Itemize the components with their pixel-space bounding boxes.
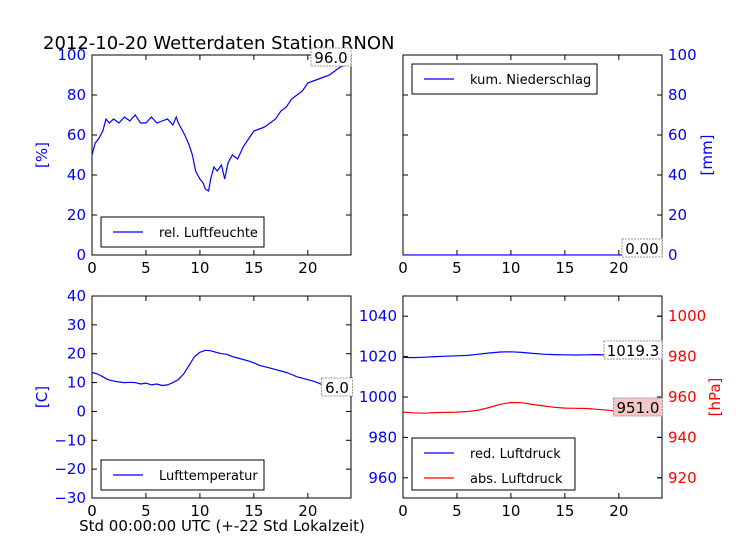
y-tick-label: 30: [67, 316, 86, 334]
x-tick-label: 15: [555, 502, 574, 520]
temperature-panel: 0 5 10 15 20 −30 −20 −10 0 10 20 30 40 [C] Lufttempera…: [33, 287, 353, 520]
y-tick-label: 20: [67, 345, 86, 363]
legend-label: red. Luftdruck: [470, 447, 561, 462]
value-annotation: 6.0: [325, 379, 349, 397]
y-tick-label: 100: [57, 46, 86, 64]
x-tick-label: 10: [190, 502, 209, 520]
x-tick-label: 15: [244, 502, 263, 520]
x-tick-label: 5: [141, 259, 151, 277]
value-annotation: 951.0: [617, 399, 660, 417]
x-tick-label: 15: [244, 259, 263, 277]
y-right-tick-label: 1000: [668, 307, 706, 325]
y-tick-label: 40: [67, 287, 86, 305]
y-tick-label: 100: [668, 46, 697, 64]
value-annotation-box: [310, 47, 352, 67]
y-right-tick-label: 960: [668, 388, 697, 406]
x-tick-label: 5: [452, 502, 462, 520]
x-tick-label: 20: [298, 259, 317, 277]
y-tick-label: 40: [67, 166, 86, 184]
y-tick-label: 40: [668, 166, 687, 184]
x-tick-label: 0: [398, 502, 408, 520]
x-tick-label: 10: [501, 259, 520, 277]
y-axis-label: [mm]: [698, 135, 716, 176]
y-tick-label: −10: [54, 431, 86, 449]
plot-frame: [91, 295, 352, 499]
x-axis-label: Std 00:00:00 UTC (+-22 Std Lokalzeit): [79, 517, 365, 535]
value-annotation-box: [621, 238, 663, 258]
value-annotation-box: [603, 340, 663, 360]
y-right-tick-label: 980: [668, 348, 697, 366]
legend-label: abs. Luftdruck: [470, 472, 563, 487]
value-annotation: 0.00: [625, 240, 658, 258]
pressure-panel: 0 5 10 15 20 960 980 1000 1020 1040 920 940 960 980 10…: [359, 295, 724, 520]
series-line-rel-luftfeuchte: [92, 62, 351, 192]
humidity-panel: 0 5 10 15 20 0 20 40 60 80 100 [%] rel. Luftfeuchte 9…: [33, 46, 352, 277]
y-tick-label: 80: [668, 86, 687, 104]
y-tick-label: 1040: [359, 307, 397, 325]
x-tick-label: 20: [609, 502, 628, 520]
y-tick-label: 0: [668, 246, 678, 264]
precipitation-panel: 0 5 10 15 20 0 20 40 60 80 100 [mm] kum. Niederschla…: [398, 46, 716, 277]
x-tick-label: 20: [609, 259, 628, 277]
y-axis-label: [C]: [33, 386, 51, 408]
y-axis-label: [hPa]: [706, 378, 724, 417]
y-right-tick-label: 940: [668, 428, 697, 446]
y-tick-label: 10: [67, 374, 86, 392]
series-line-lufttemperatur: [92, 349, 351, 395]
y-tick-label: 60: [67, 126, 86, 144]
value-annotation-box: [613, 397, 663, 417]
legend-label: rel. Luftfeuchte: [159, 226, 258, 241]
x-tick-label: 5: [452, 259, 462, 277]
y-tick-label: 20: [67, 206, 86, 224]
value-annotation: 96.0: [314, 49, 347, 67]
value-annotation-box: [321, 377, 353, 397]
legend-label: Lufttemperatur: [159, 469, 258, 484]
legend-label: kum. Niederschlag: [470, 73, 591, 88]
y-axis-label: [%]: [33, 142, 51, 168]
y-tick-label: 0: [76, 246, 86, 264]
x-tick-label: 10: [190, 259, 209, 277]
legend-box: [411, 437, 576, 491]
x-tick-label: 10: [501, 502, 520, 520]
y-tick-label: −30: [54, 489, 86, 507]
figure-title: 2012-10-20 Wetterdaten Station RNON: [43, 33, 394, 54]
value-annotation: 1019.3: [607, 342, 660, 360]
y-tick-label: 0: [76, 402, 86, 420]
y-tick-label: 1000: [359, 388, 397, 406]
y-tick-label: 960: [368, 469, 397, 487]
x-tick-label: 15: [555, 259, 574, 277]
y-tick-label: 1020: [359, 348, 397, 366]
x-tick-label: 0: [87, 259, 97, 277]
x-tick-label: 20: [298, 502, 317, 520]
y-tick-label: −20: [54, 460, 86, 478]
y-tick-label: 980: [368, 428, 397, 446]
y-tick-label: 20: [668, 206, 687, 224]
x-tick-label: 0: [87, 502, 97, 520]
y-right-tick-label: 920: [668, 469, 697, 487]
y-tick-label: 60: [668, 126, 687, 144]
x-tick-label: 0: [398, 259, 408, 277]
y-tick-label: 80: [67, 86, 86, 104]
x-tick-label: 5: [141, 502, 151, 520]
